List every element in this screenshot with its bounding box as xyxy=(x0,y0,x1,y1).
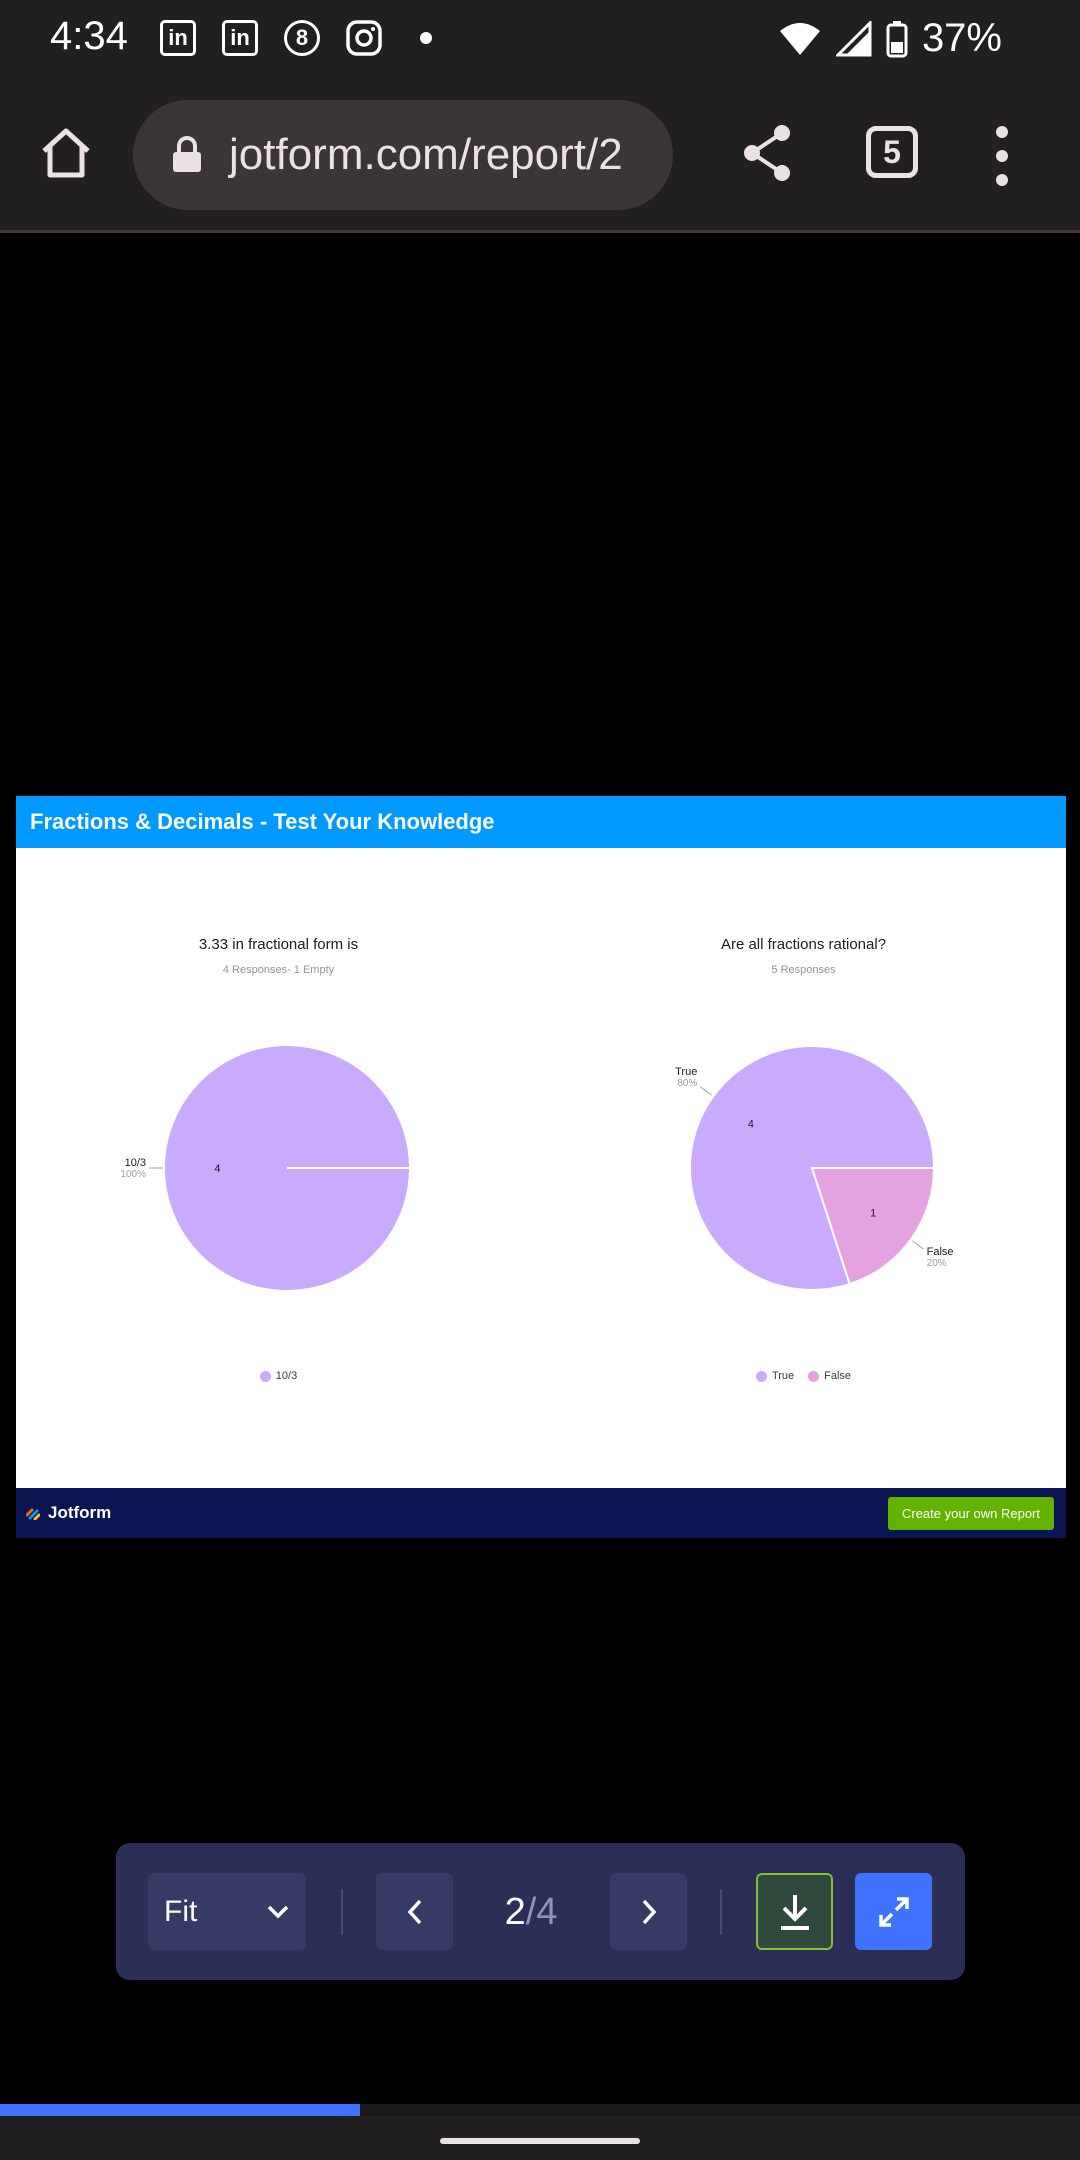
system-icons: 37% xyxy=(778,16,1002,61)
url-text: jotform.com/report/2 xyxy=(229,130,623,179)
jotform-logo-icon xyxy=(26,1508,40,1520)
leader-line xyxy=(700,1086,712,1096)
chart-title: Are all fractions rational? xyxy=(720,936,887,953)
slice-value-label: 1 xyxy=(870,1207,876,1219)
pie-chart-rational: 4 True 80% 1 False 20% Are all fractions rati… xyxy=(541,848,1066,1488)
lock-icon xyxy=(173,136,201,172)
gesture-nav-bar xyxy=(0,2116,1080,2160)
legend-item[interactable]: False xyxy=(808,1370,851,1382)
slice-percent-label: 20% xyxy=(927,1258,947,1269)
legend-swatch xyxy=(755,1370,767,1382)
expand-icon xyxy=(878,1896,909,1927)
slice-category-label: 10/3 xyxy=(125,1157,146,1169)
page-indicator: 2/4 xyxy=(476,1891,586,1934)
tab-switcher-button[interactable]: 5 xyxy=(866,126,918,178)
linkedin-icon: in xyxy=(158,18,198,58)
zoom-fit-select[interactable]: Fit xyxy=(148,1873,306,1950)
legend-item[interactable]: True xyxy=(755,1370,795,1382)
battery-icon xyxy=(886,20,908,57)
chart-title: 3.33 in fractional form is xyxy=(198,936,359,953)
home-gesture-handle[interactable] xyxy=(440,2138,640,2144)
status-bar: 4:34 in in 8 37% xyxy=(0,0,1080,78)
chart-legend: True False xyxy=(541,1370,1066,1382)
slice-percent-label: 80% xyxy=(677,1078,697,1089)
next-page-button[interactable] xyxy=(610,1873,687,1950)
chart-legend: 10/3 xyxy=(16,1370,541,1382)
slice-category-label: False xyxy=(927,1246,954,1258)
chart-subtitle: 5 Responses xyxy=(771,964,836,976)
legend-label: True xyxy=(771,1370,795,1382)
instagram-icon xyxy=(344,18,384,58)
progress-fill xyxy=(0,2104,360,2116)
create-report-button[interactable]: Create your own Report xyxy=(887,1496,1054,1530)
notification-icons: in in 8 xyxy=(158,18,446,58)
dot-icon xyxy=(406,18,446,58)
download-button[interactable] xyxy=(756,1873,833,1950)
fit-label: Fit xyxy=(164,1894,198,1928)
chart-subtitle: 4 Responses- 1 Empty xyxy=(222,964,335,976)
legend-swatch xyxy=(808,1370,820,1382)
pool-8-ball-icon: 8 xyxy=(282,18,322,58)
report-title: Fractions & Decimals - Test Your Knowled… xyxy=(30,809,495,834)
home-icon[interactable] xyxy=(36,123,96,183)
leader-line xyxy=(912,1240,924,1250)
wifi-icon xyxy=(779,22,820,55)
pie-chart-fraction: 4 10/3 100% 3.33 in fractional form is 4 R… xyxy=(16,848,541,1488)
report-footer: Jotform Create your own Report xyxy=(16,1488,1066,1538)
page-separator: / xyxy=(525,1891,537,1933)
divider xyxy=(720,1889,722,1935)
status-time: 4:34 xyxy=(50,14,128,58)
brand-name: Jotform xyxy=(48,1503,112,1522)
report-header: Fractions & Decimals - Test Your Knowled… xyxy=(16,796,1066,848)
share-icon[interactable] xyxy=(740,123,796,183)
chevron-right-icon xyxy=(642,1899,656,1924)
more-menu-icon[interactable] xyxy=(990,126,1014,186)
total-pages: 4 xyxy=(536,1891,558,1933)
fullscreen-button[interactable] xyxy=(855,1873,932,1950)
page-progress-bar xyxy=(0,2104,1080,2116)
browser-toolbar: jotform.com/report/2 5 xyxy=(0,78,1080,233)
slice-value-label: 4 xyxy=(748,1119,754,1131)
battery-percent: 37% xyxy=(921,16,1002,60)
legend-label: 10/3 xyxy=(275,1370,298,1382)
viewer-controls: Fit 2/4 xyxy=(116,1843,965,1980)
legend-item[interactable]: 10/3 xyxy=(259,1370,298,1382)
pie-slice-false[interactable] xyxy=(810,1167,936,1286)
legend-swatch xyxy=(259,1370,271,1382)
report-page: Fractions & Decimals - Test Your Knowled… xyxy=(16,796,1066,1538)
linkedin-icon: in xyxy=(220,18,260,58)
address-bar[interactable]: jotform.com/report/2 xyxy=(133,100,673,210)
slice-category-label: True xyxy=(675,1066,697,1078)
chevron-down-icon xyxy=(267,1905,289,1918)
legend-label: False xyxy=(824,1370,852,1382)
jotform-brand[interactable]: Jotform xyxy=(26,1503,111,1523)
cell-signal-icon xyxy=(835,20,872,56)
slice-value-label: 4 xyxy=(214,1163,220,1175)
chevron-left-icon xyxy=(407,1899,421,1924)
slice-percent-label: 100% xyxy=(120,1169,146,1180)
divider xyxy=(341,1889,343,1935)
current-page: 2 xyxy=(504,1891,526,1933)
previous-page-button[interactable] xyxy=(376,1873,453,1950)
download-icon xyxy=(780,1894,809,1930)
